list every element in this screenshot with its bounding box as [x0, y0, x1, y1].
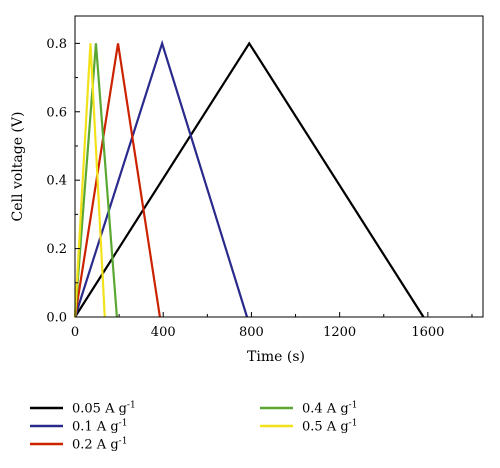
- legend-label-text: 0.05 A g: [72, 402, 127, 417]
- x-axis-ticks: 0 400 800 1200 1600: [71, 312, 473, 340]
- legend-label-superscript: -1: [349, 401, 358, 411]
- x-tick-label: 1200: [323, 325, 356, 340]
- x-tick-label: 800: [239, 325, 264, 340]
- y-tick-label: 0.6: [46, 105, 67, 120]
- y-axis-label: Cell voltage (V): [10, 112, 26, 222]
- legend-label-4: 0.5 A g-1: [302, 419, 357, 435]
- x-tick-label: 400: [151, 325, 176, 340]
- legend-label-text: 0.2 A g: [72, 438, 119, 453]
- legend-label-text: 0.4 A g: [302, 402, 349, 417]
- legend-label-1: 0.1 A g-1: [72, 419, 127, 435]
- legend-label-superscript: -1: [119, 437, 128, 447]
- series-line-4: [73, 43, 106, 318]
- series-line-0: [74, 41, 425, 318]
- x-tick-label: 0: [71, 325, 79, 340]
- plot-series: [73, 39, 425, 318]
- legend-label-0: 0.05 A g-1: [72, 401, 136, 417]
- x-tick-label: 1600: [411, 325, 444, 340]
- legend-label-3: 0.4 A g-1: [302, 401, 357, 417]
- y-tick-label: 0.2: [46, 242, 67, 257]
- legend-label-2: 0.2 A g-1: [72, 437, 127, 453]
- legend-label-text: 0.1 A g: [72, 420, 119, 435]
- x-axis-label: Time (s): [247, 349, 305, 365]
- legend: 0.05 A g-10.1 A g-10.2 A g-10.4 A g-10.5…: [30, 401, 357, 453]
- series-line-2: [73, 43, 161, 318]
- y-tick-label: 0.0: [46, 311, 67, 326]
- legend-label-text: 0.5 A g: [302, 420, 349, 435]
- legend-label-superscript: -1: [119, 419, 128, 429]
- series-line-3: [73, 43, 118, 318]
- legend-label-superscript: -1: [349, 419, 358, 429]
- y-tick-label: 0.8: [46, 37, 67, 52]
- y-axis-ticks: 0.0 0.2 0.4 0.6 0.8: [46, 37, 80, 326]
- y-tick-label: 0.4: [46, 174, 67, 189]
- series-line-1: [73, 39, 249, 318]
- plot-frame: [74, 15, 484, 318]
- legend-label-superscript: -1: [127, 401, 136, 411]
